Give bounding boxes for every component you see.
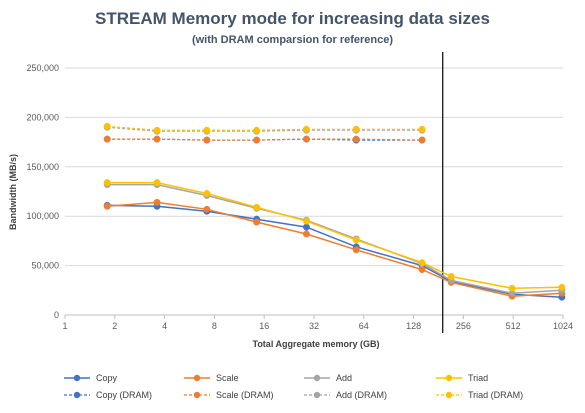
y-tick-label: 0 [54, 310, 59, 320]
series-line [107, 201, 562, 297]
data-point [447, 273, 455, 280]
series-group [103, 122, 566, 301]
series-line [107, 204, 562, 298]
data-point [103, 135, 111, 143]
data-point [203, 205, 211, 213]
series-line [107, 181, 562, 290]
x-tick-label: 2 [112, 321, 117, 331]
x-axis-title: Total Aggregate memory (GB) [252, 339, 379, 349]
x-tick-label: 128 [406, 321, 421, 331]
data-point [302, 217, 310, 225]
data-point [352, 236, 360, 244]
y-tick-label: 200,000 [26, 112, 59, 122]
data-point [418, 259, 426, 267]
legend-label: Scale [216, 373, 239, 383]
x-tick-label: 4 [162, 321, 167, 331]
legend-marker [313, 374, 321, 382]
data-point [153, 126, 161, 134]
data-point [418, 266, 426, 274]
data-point [302, 230, 310, 238]
legend: Copy Scale Add Triad Copy (DRAM) Scale (DRAM)… [64, 373, 523, 400]
tick-labels: 0 50,000 100,000 150,000 200,000 250,000 1 2 4 8 1… [26, 63, 573, 331]
y-tick-label: 150,000 [26, 162, 59, 172]
legend-label: Add [336, 373, 352, 383]
legend-marker [313, 391, 321, 399]
y-axis-title: Bandwidth (MB/s) [8, 154, 18, 230]
data-point [352, 246, 360, 254]
x-tick-label: 512 [506, 321, 521, 331]
data-point [302, 135, 310, 143]
legend-marker [73, 374, 81, 382]
legend-label: Triad (DRAM) [468, 390, 523, 400]
legend-label: Copy [96, 373, 118, 383]
legend-label: Scale (DRAM) [216, 390, 274, 400]
x-tick-label: 32 [309, 321, 319, 331]
x-tick-label: 16 [259, 321, 269, 331]
chart-title: STREAM Memory mode for increasing data s… [95, 9, 490, 28]
data-point [253, 126, 261, 134]
data-point [203, 126, 211, 134]
data-point [103, 179, 111, 187]
legend-label: Add (DRAM) [336, 390, 387, 400]
legend-marker [73, 391, 81, 399]
y-tick-label: 250,000 [26, 63, 59, 73]
data-point [302, 125, 310, 133]
data-point [203, 190, 211, 197]
chart-subtitle: (with DRAM comparsion for reference) [191, 34, 394, 46]
data-point [418, 125, 426, 133]
legend-marker [193, 374, 201, 382]
data-point [352, 135, 360, 143]
data-point [352, 125, 360, 133]
y-tick-label: 100,000 [26, 211, 59, 221]
gridlines [65, 67, 563, 267]
x-tick-label: 64 [359, 321, 369, 331]
data-point [103, 122, 111, 130]
data-point [558, 283, 566, 291]
y-tick-label: 50,000 [31, 261, 59, 271]
legend-label: Copy (DRAM) [96, 390, 152, 400]
data-point [203, 136, 211, 144]
data-point [153, 198, 161, 206]
series-line [107, 183, 562, 295]
data-point [253, 136, 261, 144]
data-point [253, 203, 261, 211]
x-tick-label: 8 [212, 321, 217, 331]
data-point [418, 136, 426, 144]
data-point [153, 135, 161, 143]
legend-marker [193, 391, 201, 399]
data-point [253, 218, 261, 226]
legend-label: Triad [468, 373, 488, 383]
x-tick-label: 256 [456, 321, 471, 331]
data-point [103, 202, 111, 210]
legend-marker [445, 374, 453, 382]
legend-marker [445, 391, 453, 399]
data-point [153, 179, 161, 187]
axes [64, 314, 564, 319]
data-point [508, 284, 516, 292]
data-point [302, 223, 310, 231]
x-tick-label: 1 [62, 321, 67, 331]
x-tick-label: 1024 [553, 321, 573, 331]
